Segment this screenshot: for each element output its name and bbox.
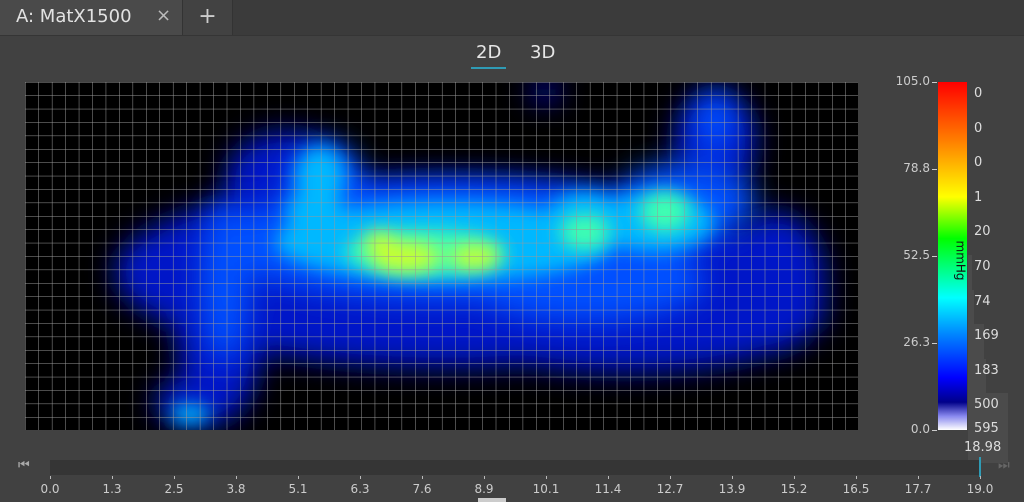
heatmap-grid [25, 82, 858, 430]
tab-2d[interactable]: 2D [476, 42, 502, 63]
colorbar-count: 1 [974, 189, 983, 205]
count-bar [968, 289, 974, 325]
timeline-tick [608, 476, 609, 479]
timeline-tick-label: 8.9 [474, 482, 494, 496]
count-bar [968, 358, 986, 394]
colorbar-tick [932, 82, 937, 83]
colorbar-label: 26.3 [903, 335, 930, 349]
count-bar [968, 255, 972, 290]
timeline-tick [50, 476, 51, 479]
colorbar-count: 74 [974, 293, 991, 309]
timeline-tick [670, 476, 671, 479]
timeline-tick [732, 476, 733, 479]
pressure-heatmap[interactable] [25, 82, 858, 430]
active-tab-indicator [471, 67, 506, 69]
timeline-tick-label: 2.5 [164, 482, 184, 496]
timeline-tick [174, 476, 175, 479]
timeline-tick [980, 476, 981, 479]
plus-icon[interactable]: + [183, 0, 233, 35]
timeline-tick [918, 476, 919, 479]
tab-label: A: MatX1500 [16, 6, 132, 27]
count-bar [968, 393, 1008, 429]
timeline-tick-label: 13.9 [718, 482, 746, 496]
colorbar-tick [932, 256, 937, 257]
tab-3d[interactable]: 3D [530, 42, 556, 63]
timeline-tick [546, 476, 547, 479]
timeline-tick-label: 17.7 [904, 482, 932, 496]
colorbar-label: 0.0 [910, 422, 930, 436]
colorbar-tick [932, 343, 937, 344]
colorbar-count: 20 [974, 224, 991, 240]
skip-start-icon[interactable]: ⏮ [18, 458, 30, 473]
colorbar-label: 52.5 [903, 248, 930, 262]
colorbar-count: 0 [974, 86, 983, 101]
timeline-tick-label: 11.4 [594, 482, 622, 496]
timeline-thumb[interactable] [979, 457, 982, 477]
colorbar-count: 500 [974, 397, 999, 413]
colorbar-count: 0 [974, 120, 983, 136]
colorbar-tick [932, 169, 937, 170]
timeline-tick-label: 0.0 [40, 482, 60, 496]
timeline-tick-label: 7.6 [412, 482, 432, 496]
colorbar-count: 169 [974, 328, 999, 344]
colorbar-count: 70 [974, 259, 991, 274]
timeline-tick [360, 476, 361, 479]
timeline-tick [298, 476, 299, 479]
current-time-label: 18.98 [964, 440, 1002, 455]
count-bar [968, 428, 1008, 463]
tab-bar: A: MatX1500 × + [0, 0, 1024, 36]
timeline-tick [856, 476, 857, 479]
timeline-tick-label: 3.8 [226, 482, 246, 496]
count-bar [968, 324, 984, 360]
colorbar-count: 595 [974, 421, 999, 436]
timeline-tick-label: 15.2 [780, 482, 808, 496]
timeline-tick-label: 12.7 [656, 482, 684, 496]
colorbar-label: 105.0 [895, 74, 930, 88]
timeline-tick [794, 476, 795, 479]
tab-matx1500[interactable]: A: MatX1500 × [0, 0, 183, 35]
timeline-tick-label: 10.1 [532, 482, 560, 496]
colorbar-gradient [938, 82, 967, 430]
timeline-tick-label: 16.5 [842, 482, 870, 496]
colorbar-label: 78.8 [903, 161, 930, 175]
timeline-slider[interactable] [50, 460, 980, 475]
timeline-tick [112, 476, 113, 479]
resize-handle[interactable] [478, 498, 506, 502]
timeline-tick-label: 19.0 [966, 482, 994, 496]
colorbar-count: 0 [974, 155, 983, 171]
timeline-tick-label: 1.3 [102, 482, 122, 496]
timeline-tick [422, 476, 423, 479]
timeline-tick [236, 476, 237, 479]
colorbar-tick [932, 430, 937, 431]
timeline-tick-label: 5.1 [288, 482, 308, 496]
timeline-tick-label: 6.3 [350, 482, 370, 496]
colorbar-unit: mmHg [953, 240, 968, 281]
skip-end-icon[interactable]: ⏭ [998, 458, 1010, 473]
colorbar-count: 183 [974, 362, 999, 378]
close-icon[interactable]: × [156, 5, 172, 26]
timeline-tick [484, 476, 485, 479]
